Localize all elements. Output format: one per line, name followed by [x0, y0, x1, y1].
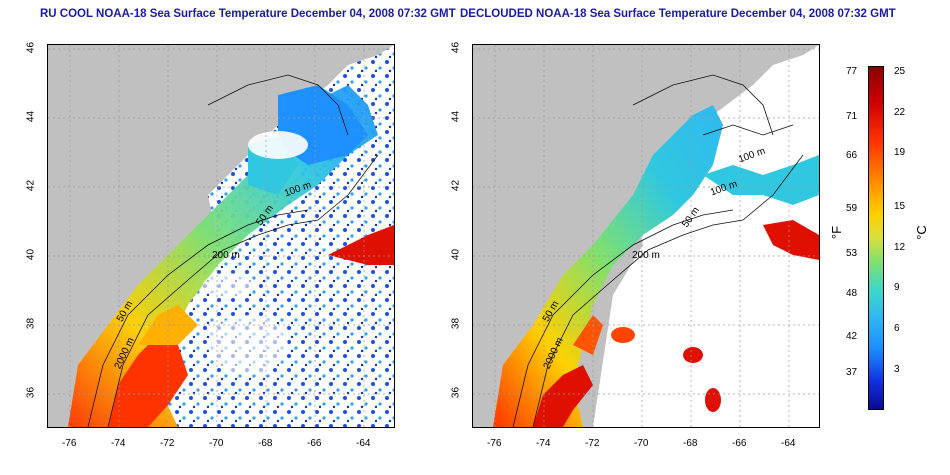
- colorbar-fahrenheit-tick: 71: [846, 111, 858, 122]
- x-tick-label: -66: [307, 438, 322, 449]
- colorbar-fahrenheit-tick: 66: [846, 150, 858, 161]
- colorbar-celsius-unit: °C: [913, 225, 929, 240]
- colorbar-fahrenheit-unit: °F: [829, 225, 845, 240]
- x-tick-label: -74: [536, 438, 551, 449]
- x-tick-label: -70: [209, 438, 224, 449]
- left-contour-label: 200 m: [212, 250, 240, 261]
- y-tick-label: 42: [450, 179, 462, 192]
- temperature-colorbar: [868, 66, 884, 410]
- colorbar-celsius-tick: 19: [894, 147, 906, 158]
- y-tick-label: 46: [25, 41, 37, 54]
- left-sst-map-graphic: [48, 45, 394, 427]
- x-tick-label: -68: [258, 438, 273, 449]
- left-map-title: RU COOL NOAA-18 Sea Surface Temperature …: [40, 8, 456, 20]
- y-tick-label: 36: [25, 386, 37, 399]
- colorbar-celsius-tick: 9: [894, 282, 900, 293]
- y-tick-label: 46: [450, 41, 462, 54]
- colorbar-celsius-tick: 12: [894, 242, 906, 253]
- y-tick-label: 38: [450, 317, 462, 330]
- right-sst-map: [472, 44, 820, 428]
- colorbar-celsius-tick: 15: [894, 201, 906, 212]
- y-tick-label: 44: [25, 110, 37, 123]
- x-tick-label: -72: [160, 438, 175, 449]
- x-tick-label: -64: [356, 438, 371, 449]
- left-sst-map: [47, 44, 395, 428]
- right-sst-map-graphic: [473, 45, 819, 427]
- right-map-title: DECLOUDED NOAA-18 Sea Surface Temperatur…: [460, 8, 896, 20]
- x-tick-label: -64: [781, 438, 796, 449]
- right-contour-label: 200 m: [632, 250, 660, 261]
- colorbar-celsius-tick: 22: [894, 107, 906, 118]
- y-tick-label: 38: [25, 317, 37, 330]
- colorbar-fahrenheit-tick: 53: [846, 248, 858, 259]
- x-tick-label: -76: [487, 438, 502, 449]
- colorbar-fahrenheit-tick: 77: [846, 66, 858, 77]
- colorbar-fahrenheit-tick: 37: [846, 367, 858, 378]
- x-tick-label: -76: [62, 438, 77, 449]
- x-tick-label: -68: [683, 438, 698, 449]
- y-tick-label: 36: [450, 386, 462, 399]
- x-tick-label: -72: [585, 438, 600, 449]
- x-tick-label: -70: [634, 438, 649, 449]
- colorbar-fahrenheit-tick: 48: [846, 288, 858, 299]
- colorbar-celsius-tick: 3: [894, 364, 900, 375]
- colorbar-celsius-tick: 25: [894, 66, 906, 77]
- y-tick-label: 44: [450, 110, 462, 123]
- colorbar-celsius-tick: 6: [894, 323, 900, 334]
- x-tick-label: -66: [732, 438, 747, 449]
- y-tick-label: 40: [25, 248, 37, 261]
- x-tick-label: -74: [111, 438, 126, 449]
- colorbar-fahrenheit-tick: 59: [846, 203, 858, 214]
- y-tick-label: 40: [450, 248, 462, 261]
- colorbar-fahrenheit-tick: 42: [846, 331, 858, 342]
- y-tick-label: 42: [25, 179, 37, 192]
